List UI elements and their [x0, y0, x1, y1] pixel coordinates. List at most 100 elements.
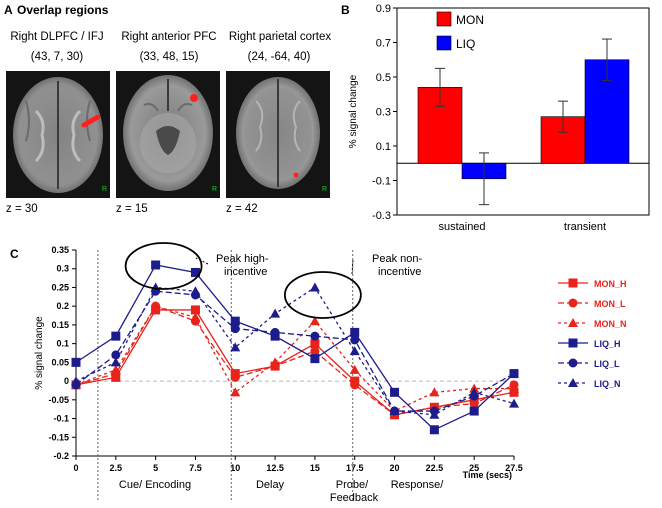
- y-tick-label: 0: [64, 376, 69, 386]
- point-liq_n: [150, 282, 161, 292]
- legend-marker-mon_h: [568, 278, 578, 288]
- panel-a-title: Overlap regions: [17, 3, 109, 17]
- x-axis-label: Time (secs): [463, 470, 512, 480]
- x-tick-label: 15: [310, 463, 320, 473]
- legend-marker-liq_h: [568, 338, 578, 348]
- point-mon_l: [310, 346, 320, 356]
- x-tick-label: 17.5: [346, 463, 364, 473]
- phase-label-cue-encoding: Cue/ Encoding: [119, 479, 191, 491]
- phase-label-probe: Probe/: [336, 479, 369, 491]
- series-line-liq_h: [75, 264, 515, 431]
- legend-swatch-liq: [436, 35, 452, 51]
- y-tick-label: 0.9: [376, 3, 391, 15]
- phase-label-feedback: Feedback: [330, 492, 379, 504]
- point-liq_n: [429, 409, 440, 419]
- point-liq_l: [350, 335, 360, 345]
- legend-label-liq_n: LIQ_N: [594, 379, 621, 389]
- point-mon_h: [310, 339, 320, 349]
- point-liq_h: [469, 406, 479, 416]
- point-liq_l: [230, 324, 240, 334]
- peak-non-ellipse: [283, 271, 362, 319]
- point-mon_n: [190, 312, 201, 322]
- point-mon_n: [270, 357, 281, 367]
- legend-label-mon_n: MON_N: [594, 319, 627, 329]
- y-tick-label: 0.2: [56, 301, 69, 311]
- peak-non-label-line2: incentive: [378, 266, 421, 278]
- y-tick-label: 0.25: [51, 282, 69, 292]
- point-liq_h: [230, 316, 240, 326]
- region-2-coords: (33, 48, 15): [139, 51, 199, 63]
- slice-1-z-label: z = 30: [6, 203, 38, 215]
- y-tick-label: 0.05: [51, 357, 69, 367]
- point-liq_h: [350, 327, 360, 337]
- peak-high-label-line1: Peak high-: [216, 253, 269, 265]
- point-mon_l: [350, 380, 360, 390]
- series-line-mon_h: [75, 309, 515, 416]
- series-line-mon_l: [75, 305, 515, 416]
- legend-label-liq: LIQ: [456, 37, 475, 51]
- y-tick-label: -0.15: [48, 432, 69, 442]
- brain-slice-2-image: R: [116, 71, 220, 198]
- point-mon_n: [429, 387, 440, 397]
- y-tick-label: -0.05: [48, 395, 69, 405]
- region-1-name: Right DLPFC / IFJ: [10, 31, 104, 43]
- x-tick-label: 27.5: [505, 463, 523, 473]
- svg-text:R: R: [102, 186, 107, 193]
- peak-non-label-line1: Peak non-: [372, 253, 422, 265]
- panel-b-letter: B: [341, 3, 350, 17]
- region-1-coords: (43, 7, 30): [30, 51, 84, 63]
- x-tick-label: 12.5: [266, 463, 284, 473]
- y-tick-label: -0.2: [53, 451, 69, 461]
- y-tick-label: 0.7: [376, 38, 391, 50]
- panel-b-bar-chart: B -0.3 -0.1 0.1 0.3 0.5 0.7 0.9 % signal change…: [341, 3, 650, 233]
- y-tick-label: 0.3: [376, 107, 391, 119]
- x-category-label: transient: [564, 221, 606, 233]
- y-tick-label: 0.1: [56, 339, 69, 349]
- legend-label-liq_l: LIQ_L: [594, 359, 620, 369]
- brain-slice-3-image: R: [226, 71, 330, 198]
- y-axis-label: % signal change: [34, 316, 45, 390]
- legend-label-liq_h: LIQ_H: [594, 339, 621, 349]
- point-liq_h: [390, 387, 400, 397]
- x-tick-label: 25: [469, 463, 479, 473]
- point-mon_n: [509, 383, 519, 393]
- point-liq_n: [190, 286, 201, 296]
- point-liq_n: [509, 398, 519, 408]
- legend-marker-liq_n: [568, 378, 578, 387]
- legend-marker-mon_n: [568, 318, 578, 327]
- point-liq_n: [270, 308, 281, 318]
- point-liq_h: [71, 357, 81, 367]
- peak-high-label-line2: incentive: [224, 266, 267, 278]
- point-mon_l: [230, 372, 240, 382]
- panel-c-letter: C: [10, 247, 19, 261]
- y-tick-label: 0.5: [376, 72, 391, 84]
- legend-label-mon: MON: [456, 13, 484, 27]
- point-liq_n: [71, 376, 81, 386]
- region-3-coords: (24, -64, 40): [247, 51, 311, 63]
- legend-swatch-mon: [436, 11, 452, 27]
- point-liq_l: [509, 369, 519, 379]
- region-2-name: Right anterior PFC: [121, 31, 217, 43]
- svg-text:R: R: [212, 186, 217, 193]
- point-mon_l: [469, 399, 479, 409]
- slice-2-z-label: z = 15: [116, 203, 148, 215]
- x-tick-label: 5: [153, 463, 158, 473]
- series-line-liq_n: [75, 286, 515, 416]
- point-mon_h: [190, 305, 200, 315]
- point-mon_n: [110, 364, 121, 374]
- panel-a-letter: A: [4, 3, 13, 17]
- y-tick-label: 0.35: [51, 245, 69, 255]
- brain-slice-1-image: R: [6, 71, 110, 198]
- point-mon_n: [349, 364, 360, 374]
- legend-marker-mon_l: [568, 298, 578, 308]
- point-liq_n: [230, 342, 241, 352]
- point-liq_h: [111, 331, 121, 341]
- phase-label-delay: Delay: [256, 479, 285, 491]
- legend-marker-liq_l: [568, 358, 578, 368]
- x-tick-label: 7.5: [189, 463, 202, 473]
- point-mon_n: [230, 387, 241, 397]
- point-liq_n: [349, 346, 360, 356]
- phase-label-response: Response/: [391, 479, 445, 491]
- point-liq_h: [190, 267, 200, 277]
- x-tick-label: 20: [390, 463, 400, 473]
